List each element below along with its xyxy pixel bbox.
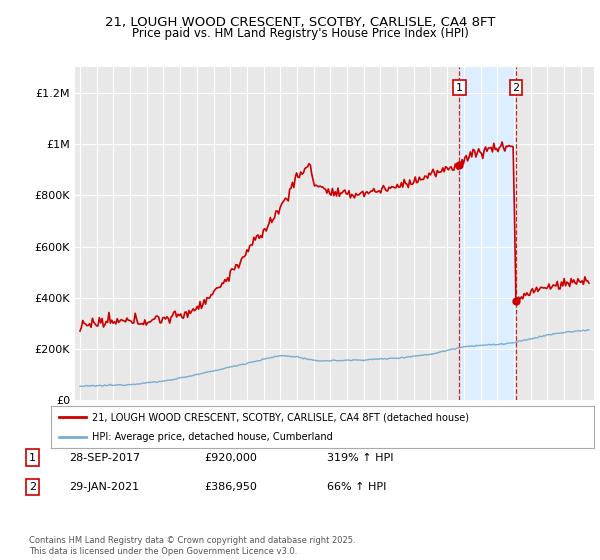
Text: 319% ↑ HPI: 319% ↑ HPI [327, 452, 394, 463]
Text: Contains HM Land Registry data © Crown copyright and database right 2025.
This d: Contains HM Land Registry data © Crown c… [29, 536, 355, 556]
Text: 21, LOUGH WOOD CRESCENT, SCOTBY, CARLISLE, CA4 8FT: 21, LOUGH WOOD CRESCENT, SCOTBY, CARLISL… [105, 16, 495, 29]
Text: 28-SEP-2017: 28-SEP-2017 [69, 452, 140, 463]
Text: £920,000: £920,000 [204, 452, 257, 463]
Text: Price paid vs. HM Land Registry's House Price Index (HPI): Price paid vs. HM Land Registry's House … [131, 27, 469, 40]
Text: 1: 1 [456, 83, 463, 93]
Text: 1: 1 [29, 452, 36, 463]
Text: 66% ↑ HPI: 66% ↑ HPI [327, 482, 386, 492]
Text: HPI: Average price, detached house, Cumberland: HPI: Average price, detached house, Cumb… [92, 432, 332, 442]
Text: 21, LOUGH WOOD CRESCENT, SCOTBY, CARLISLE, CA4 8FT (detached house): 21, LOUGH WOOD CRESCENT, SCOTBY, CARLISL… [92, 412, 469, 422]
Bar [460, 67, 515, 400]
Text: 2: 2 [29, 482, 36, 492]
Text: £386,950: £386,950 [204, 482, 257, 492]
Text: 2: 2 [512, 83, 520, 93]
Text: 29-JAN-2021: 29-JAN-2021 [69, 482, 139, 492]
